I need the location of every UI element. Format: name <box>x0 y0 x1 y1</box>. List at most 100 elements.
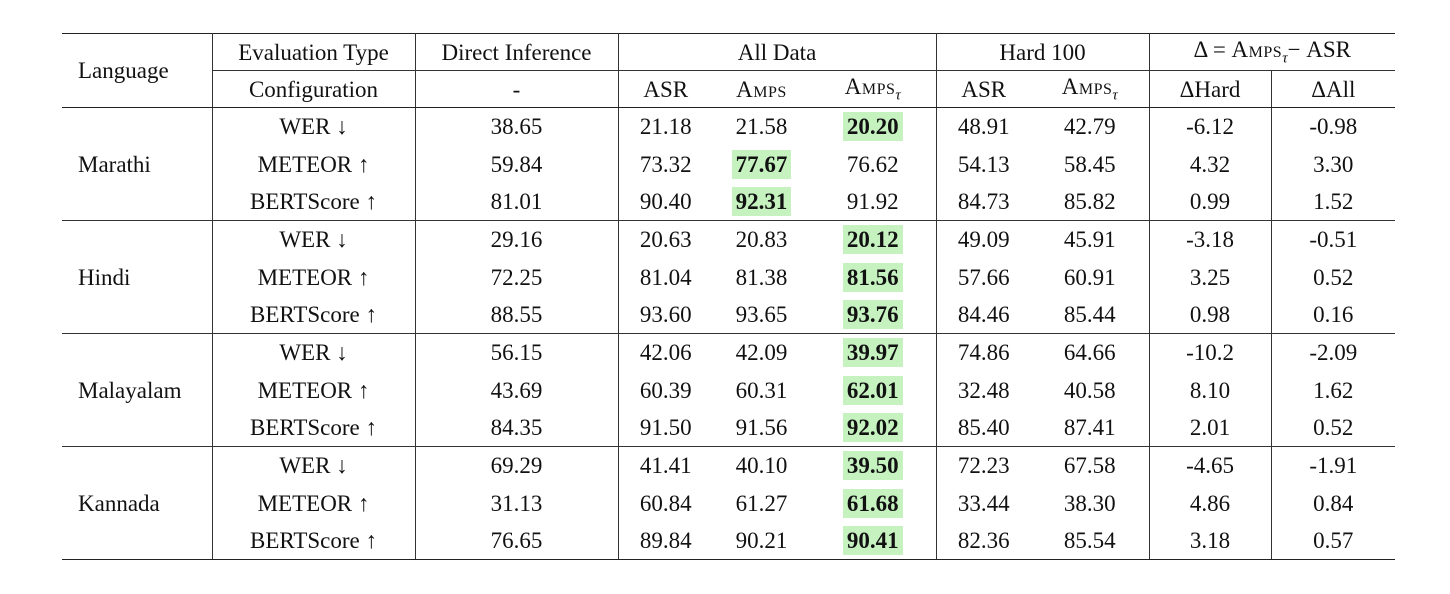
value: 88.55 <box>490 302 543 328</box>
value: -1.91 <box>1309 453 1358 479</box>
value-cell-asr: 90.40 <box>618 183 713 221</box>
value-cell-asr: 20.63 <box>618 220 713 259</box>
value-cell-amps: 61.27 <box>713 484 810 522</box>
value-cell-asr: 60.84 <box>618 484 713 522</box>
value-cell-d-all: 0.57 <box>1271 522 1396 561</box>
value-cell-amps-tau: 93.76 <box>810 295 937 334</box>
table-row: Kannada WER ↓ 69.29 41.41 40.10 39.50 72.23 67.… <box>62 446 1396 561</box>
value-cell-asr: 21.18 <box>618 108 713 146</box>
value-cell-hard-asr: 74.86 <box>936 333 1032 372</box>
value-cell-hard-asr: 54.13 <box>936 145 1031 183</box>
value-cell-direct: 72.25 <box>415 258 619 296</box>
value: 61.27 <box>735 490 788 516</box>
value-cell-d-all: -0.98 <box>1271 108 1395 146</box>
value-cell-hard-asr: 33.44 <box>936 484 1031 522</box>
value: 85.40 <box>957 415 1010 441</box>
value-cell-d-hard: -4.65 <box>1149 446 1272 485</box>
value: 72.23 <box>957 453 1010 479</box>
value-cell-direct: 84.35 <box>415 409 619 447</box>
header-delta-amps: Amps <box>1231 36 1283 62</box>
value-cell-amps-tau: 39.97 <box>810 333 937 372</box>
header-hard-amps-tau: Ampsτ <box>1031 70 1150 108</box>
value: 81.04 <box>639 264 692 290</box>
value: 72.25 <box>490 264 543 290</box>
metric-cell: BERTScore ↑ <box>212 295 416 334</box>
value-cell-direct: 81.01 <box>415 182 619 221</box>
value-cell-d-hard: 0.99 <box>1149 182 1272 221</box>
value-cell-amps-tau: 91.92 <box>810 182 937 221</box>
header-configuration: Configuration <box>212 70 416 108</box>
value: 76.62 <box>846 151 899 177</box>
value-cell-d-hard: -10.2 <box>1149 333 1272 372</box>
metric-cell: WER ↓ <box>212 107 416 146</box>
value: 87.41 <box>1063 415 1116 441</box>
value-cell-hard-asr: 84.73 <box>936 183 1031 221</box>
metric-cell: METEOR ↑ <box>212 371 416 409</box>
value-cell-hard-amps-tau: 58.45 <box>1031 145 1150 183</box>
value-cell-amps-tau: 39.50 <box>810 446 937 485</box>
value-cell-asr: 89.84 <box>618 522 713 561</box>
value: 40.10 <box>735 453 788 479</box>
value: 40.58 <box>1063 377 1116 403</box>
value: 57.66 <box>957 264 1010 290</box>
header-evaluation-type: Evaluation Type <box>212 33 416 71</box>
value-cell-asr: 81.04 <box>618 258 713 296</box>
header-hard-100: Hard 100 <box>936 33 1150 71</box>
value: 85.82 <box>1063 188 1116 214</box>
value-cell-direct: 29.16 <box>415 220 619 259</box>
value: 84.73 <box>957 188 1010 214</box>
value-cell-asr: 91.50 <box>618 409 713 447</box>
value-cell-hard-amps-tau: 85.82 <box>1031 182 1150 221</box>
value-cell-amps-tau: 92.02 <box>810 409 937 447</box>
language-cell: Malayalam <box>62 333 213 447</box>
value: 49.09 <box>957 227 1010 253</box>
value: 91.92 <box>846 188 899 214</box>
value: 21.58 <box>735 114 788 140</box>
header-amps: Amps <box>713 70 810 108</box>
value-cell-amps-tau: 76.62 <box>810 145 937 183</box>
value: 60.31 <box>735 377 788 403</box>
header-hard-amps-tau-base: Amps <box>1061 73 1113 99</box>
value: 82.36 <box>957 528 1010 554</box>
value: 43.69 <box>490 377 543 403</box>
value: 3.30 <box>1313 151 1354 177</box>
value-cell-d-all: 0.84 <box>1271 484 1395 522</box>
value-cell-amps-tau: 62.01 <box>810 371 937 409</box>
value: 74.86 <box>957 340 1010 366</box>
value-cell-d-all: 0.52 <box>1271 258 1395 296</box>
best-value: 62.01 <box>842 375 903 405</box>
metric-cell: BERTScore ↑ <box>212 522 416 561</box>
value: 69.29 <box>490 453 543 479</box>
value: 90.40 <box>639 188 692 214</box>
metric-cell: WER ↓ <box>212 446 416 485</box>
value: 0.16 <box>1313 302 1354 328</box>
value-cell-hard-amps-tau: 85.44 <box>1031 295 1150 334</box>
value-cell-direct: 38.65 <box>415 107 619 146</box>
value: 20.63 <box>639 227 692 253</box>
value: 91.56 <box>735 415 788 441</box>
metric-cell: WER ↓ <box>212 333 416 372</box>
value: 1.62 <box>1313 377 1354 403</box>
value: 93.65 <box>735 302 788 328</box>
value: -10.2 <box>1186 340 1234 366</box>
value-cell-hard-amps-tau: 40.58 <box>1031 371 1150 409</box>
value-cell-amps-tau: 20.20 <box>810 107 937 146</box>
value: 91.50 <box>639 415 692 441</box>
table-row: Hindi WER ↓ 29.16 20.63 20.83 20.12 49.09 45.91… <box>62 220 1396 334</box>
value-cell-d-all: 1.62 <box>1271 371 1395 409</box>
value-cell-amps: 21.58 <box>713 108 810 146</box>
value-cell-d-all: -0.51 <box>1271 220 1396 259</box>
value-cell-d-all: 0.52 <box>1271 409 1395 447</box>
value-cell-amps: 81.38 <box>713 258 810 296</box>
value: 60.91 <box>1063 264 1116 290</box>
value: 0.98 <box>1189 302 1231 328</box>
value: 29.16 <box>490 227 543 253</box>
table-row: METEOR ↑ 72.25 81.04 81.38 81.56 57.66 60.91 3.… <box>62 258 1395 296</box>
value-cell-asr: 41.41 <box>618 446 713 485</box>
header-delta-hard: ΔHard <box>1149 70 1272 108</box>
best-value: 20.20 <box>842 112 903 142</box>
value-cell-hard-amps-tau: 42.79 <box>1031 107 1150 146</box>
value-cell-hard-asr: 48.91 <box>936 108 1031 146</box>
value: -6.12 <box>1186 114 1234 140</box>
value-cell-amps-tau: 90.41 <box>810 522 937 561</box>
